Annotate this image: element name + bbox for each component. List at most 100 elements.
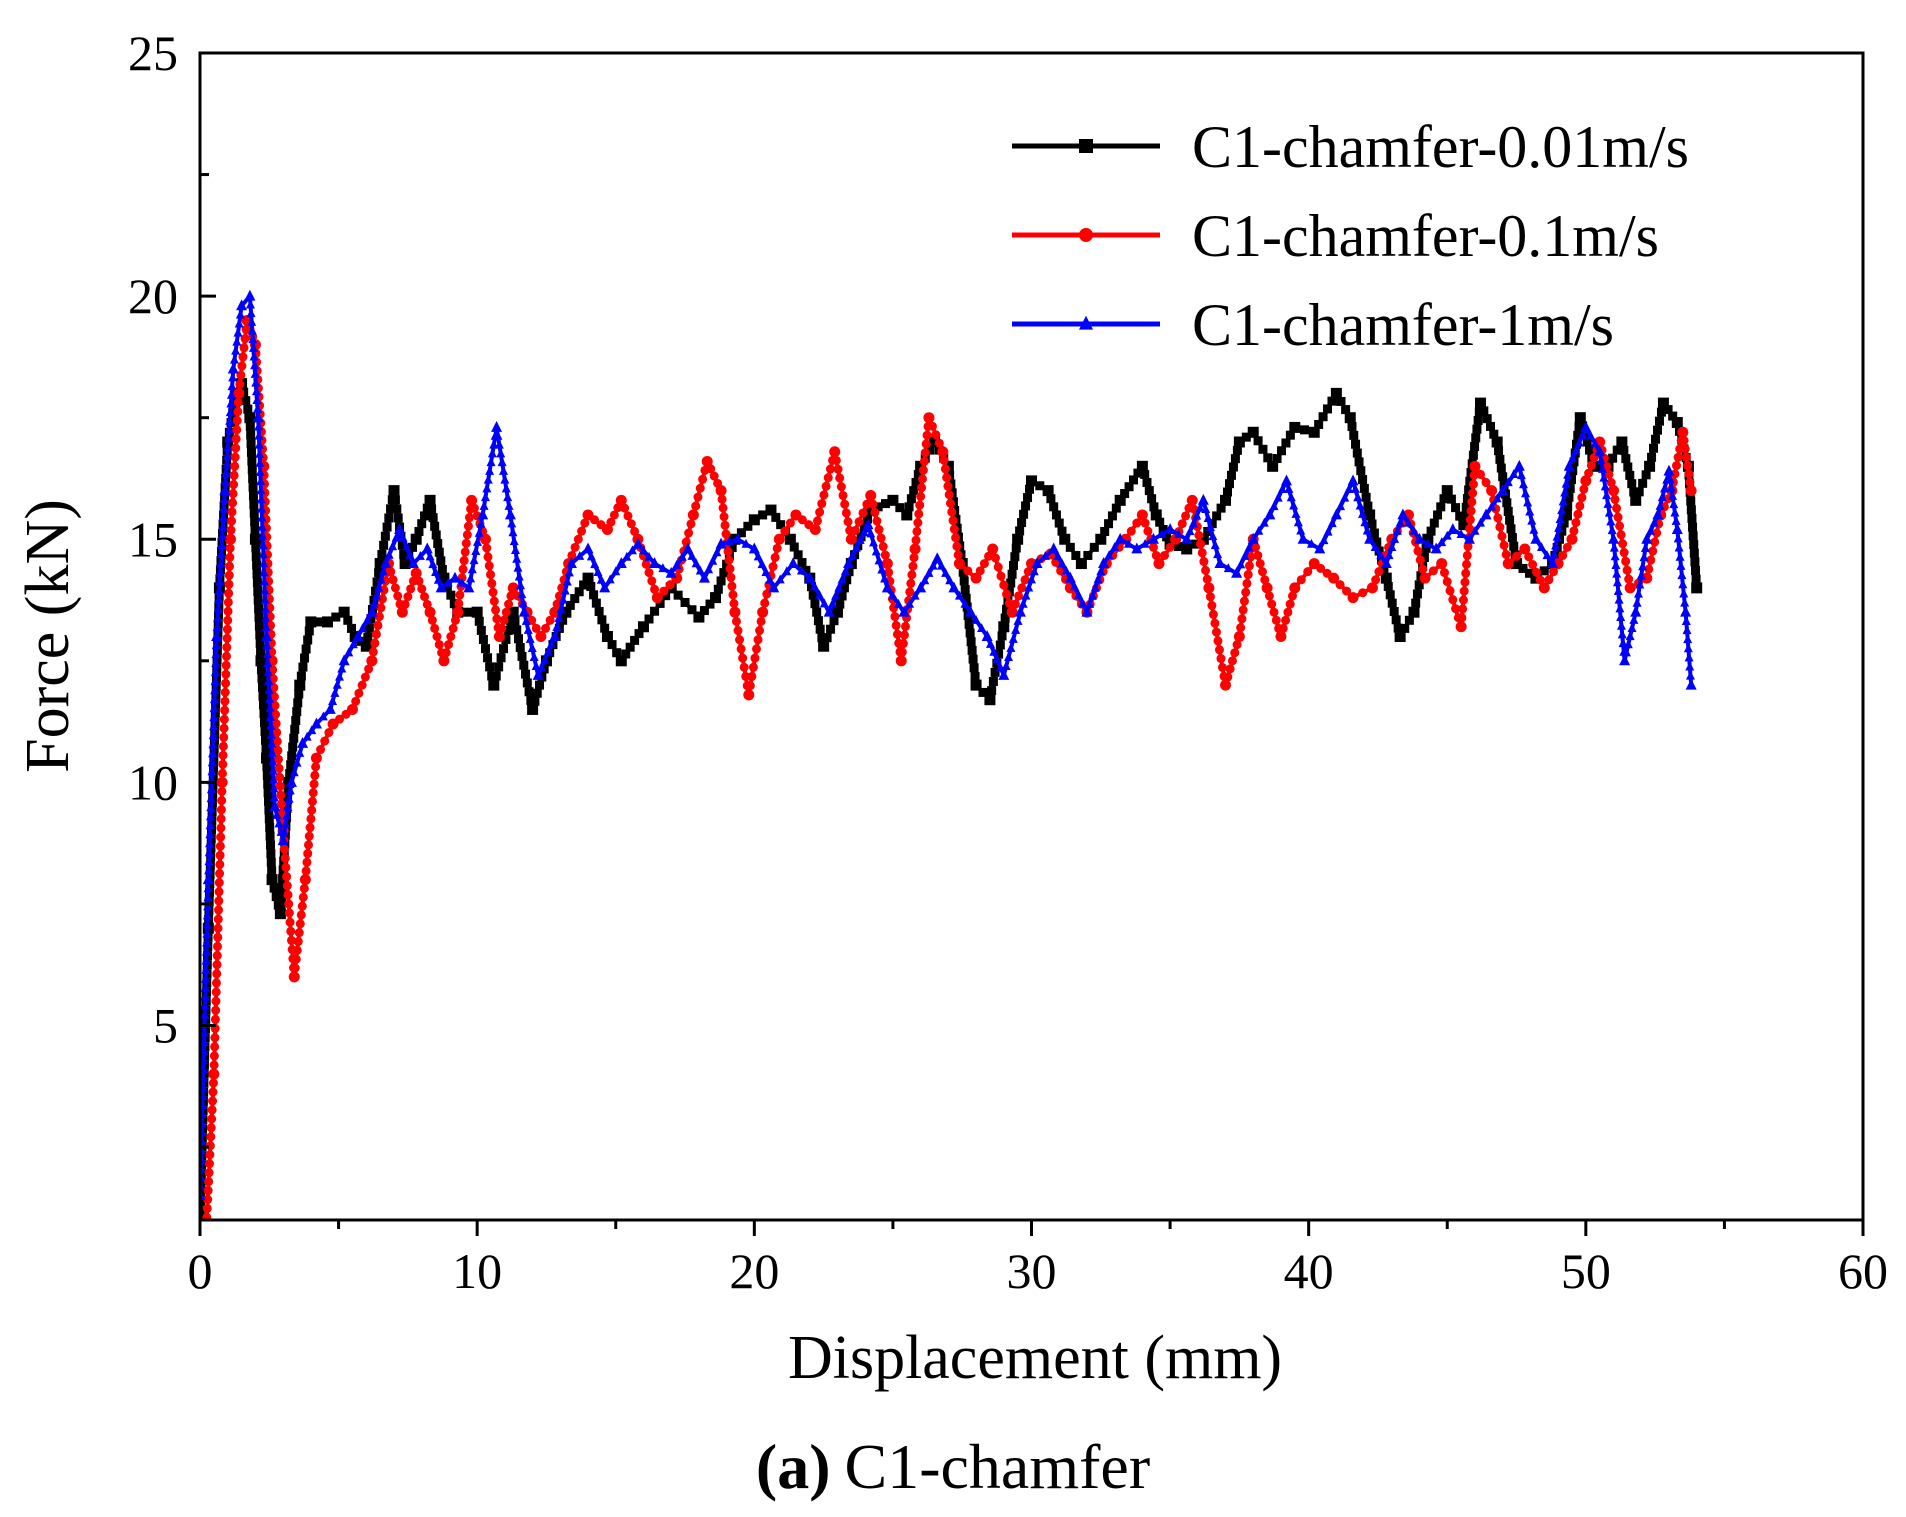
series-marker <box>328 696 338 705</box>
series-marker <box>531 661 541 671</box>
series-marker <box>650 606 660 616</box>
data-point <box>565 557 577 569</box>
series-marker <box>521 669 531 679</box>
series-marker <box>206 802 216 812</box>
series-marker <box>373 620 383 630</box>
series-marker <box>256 647 266 657</box>
data-point <box>360 640 372 652</box>
series-marker <box>1158 525 1168 535</box>
x-tick-label: 20 <box>729 1243 779 1299</box>
data-point <box>682 542 694 554</box>
series-marker <box>1657 492 1667 502</box>
series-marker <box>207 766 217 776</box>
series-marker <box>201 1231 210 1240</box>
series-marker <box>658 563 668 573</box>
series-marker <box>644 551 654 561</box>
series-marker <box>1054 518 1064 528</box>
data-point <box>324 703 336 714</box>
data-point <box>895 655 907 667</box>
series-marker <box>344 647 354 657</box>
series-marker <box>213 923 223 933</box>
series-marker <box>304 626 314 636</box>
series-marker <box>264 814 274 824</box>
legend-label: C1-chamfer-0.01m/s <box>1192 114 1689 180</box>
series-marker <box>577 526 587 536</box>
series-marker <box>224 433 234 443</box>
data-point <box>1095 533 1107 545</box>
data-point <box>1014 605 1026 617</box>
series-marker <box>661 591 671 601</box>
series-marker <box>1501 549 1511 559</box>
series-marker <box>1224 479 1234 489</box>
series-dense-markers <box>200 299 1695 1191</box>
data-point <box>1408 606 1420 618</box>
data-point <box>818 640 830 652</box>
series-marker <box>297 901 307 911</box>
series-marker <box>1421 543 1431 553</box>
series-marker <box>1151 550 1161 560</box>
series-marker <box>556 603 566 613</box>
series-marker <box>275 772 285 782</box>
series-marker <box>267 738 277 748</box>
series-marker <box>1083 550 1093 560</box>
data-point <box>1344 412 1356 424</box>
series-marker <box>1140 538 1150 548</box>
series-marker <box>638 545 648 555</box>
series-marker <box>446 590 456 600</box>
series-marker <box>211 640 221 650</box>
series-marker <box>1653 425 1663 435</box>
series-marker <box>1569 526 1579 536</box>
series-marker <box>1462 494 1472 504</box>
data-point <box>865 504 877 516</box>
series-marker <box>522 678 532 688</box>
series-marker <box>1503 477 1513 487</box>
series-marker <box>1481 478 1491 488</box>
data-point <box>208 1068 220 1080</box>
data-point <box>1671 417 1683 429</box>
series-marker <box>1124 482 1134 492</box>
series-marker <box>1242 578 1252 588</box>
series-marker <box>489 596 499 606</box>
series-marker <box>907 570 917 580</box>
series-marker <box>871 546 881 556</box>
series-marker <box>212 941 222 951</box>
series-marker <box>1597 463 1607 473</box>
data-point <box>1580 420 1592 432</box>
legend-label: C1-chamfer-1m/s <box>1192 292 1614 358</box>
series-marker <box>922 430 932 440</box>
series-marker <box>1539 566 1549 576</box>
series-marker <box>1335 580 1345 590</box>
series-marker <box>386 504 396 514</box>
series-marker <box>1349 430 1359 440</box>
series-marker <box>760 598 770 608</box>
series-marker <box>286 926 296 936</box>
series-marker <box>205 820 215 830</box>
series-marker <box>992 654 1002 664</box>
data-point <box>862 518 874 530</box>
series-marker <box>229 480 239 490</box>
series-marker <box>518 598 528 607</box>
series-marker <box>463 521 473 531</box>
series-marker <box>258 530 268 540</box>
series-marker <box>753 551 763 561</box>
series-marker <box>243 404 253 414</box>
series-marker <box>209 703 219 713</box>
series-marker <box>1376 550 1386 560</box>
data-point <box>421 542 433 554</box>
series-marker <box>299 883 309 893</box>
series-marker <box>358 623 368 633</box>
data-point <box>491 420 503 432</box>
series-marker <box>741 671 751 681</box>
data-point <box>549 630 561 641</box>
series-marker <box>1451 503 1461 513</box>
series-marker <box>1523 497 1533 507</box>
series-marker <box>201 973 211 983</box>
series-marker <box>208 1078 218 1088</box>
series-marker <box>1436 502 1446 512</box>
series-marker <box>255 448 265 458</box>
series-marker <box>1623 462 1633 472</box>
series-marker <box>211 987 221 997</box>
series-marker <box>1296 525 1306 535</box>
series-marker <box>454 599 464 609</box>
series-marker <box>1656 407 1666 417</box>
